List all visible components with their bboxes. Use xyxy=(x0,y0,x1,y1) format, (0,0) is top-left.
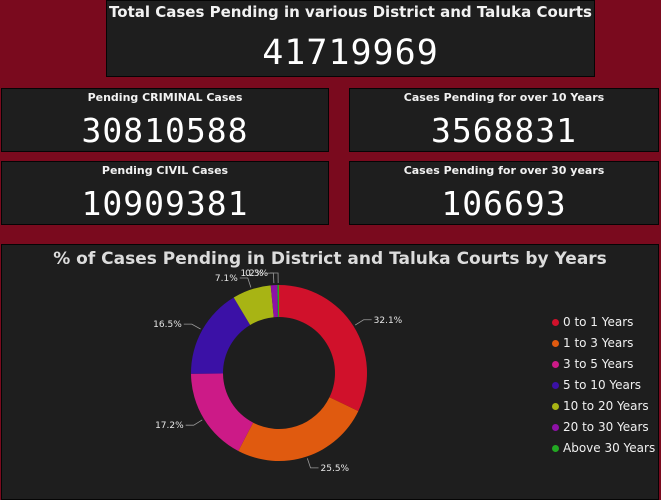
donut-slice-0[interactable] xyxy=(279,285,367,412)
slice-data-label-0: 32.1% xyxy=(374,316,403,326)
slice-data-label-3: 16.5% xyxy=(153,320,182,330)
slice-leader-line-3 xyxy=(183,323,201,330)
legend-label: 1 to 3 Years xyxy=(563,336,634,350)
legend-dot-icon xyxy=(552,382,559,389)
over-30-years-title: Cases Pending for over 30 years xyxy=(403,164,605,177)
over-30-years-value: 106693 xyxy=(441,184,567,223)
legend-dot-icon xyxy=(552,340,559,347)
legend-dot-icon xyxy=(552,361,559,368)
slice-leader-line-6 xyxy=(270,272,279,284)
slice-leader-line-1 xyxy=(306,458,319,469)
slice-data-label-4: 7.1% xyxy=(215,274,238,284)
civil-cases-title: Pending CIVIL Cases xyxy=(101,164,229,177)
donut-slice-5[interactable] xyxy=(270,285,278,318)
civil-cases-card: Pending CIVIL Cases 10909381 xyxy=(1,161,329,225)
total-pending-value: 41719969 xyxy=(262,33,439,73)
slice-leader-line-2 xyxy=(185,419,203,426)
criminal-cases-value: 30810588 xyxy=(81,111,249,150)
slice-data-label-6: 0.3% xyxy=(245,269,268,279)
donut-slice-6[interactable] xyxy=(277,285,279,318)
donut-slice-1[interactable] xyxy=(238,397,359,461)
years-donut-chart-card: % of Cases Pending in District and Taluk… xyxy=(1,244,659,500)
over-30-years-card: Cases Pending for over 30 years 106693 xyxy=(349,161,659,225)
legend-label: Above 30 Years xyxy=(563,441,656,455)
legend-dot-icon xyxy=(552,403,559,410)
slice-leader-line-0 xyxy=(354,319,372,326)
over-10-years-value: 3568831 xyxy=(430,111,578,150)
slice-data-label-5: 1.2% xyxy=(240,269,263,279)
legend-dot-icon xyxy=(552,319,559,326)
legend-label: 3 to 5 Years xyxy=(563,357,634,371)
legend-dot-icon xyxy=(552,424,559,431)
legend-label: 5 to 10 Years xyxy=(563,378,642,392)
legend-label: 20 to 30 Years xyxy=(563,420,649,434)
legend-dot-icon xyxy=(552,445,559,452)
criminal-cases-card: Pending CRIMINAL Cases 30810588 xyxy=(1,88,329,152)
total-pending-card: Total Cases Pending in various District … xyxy=(106,0,595,77)
donut-slice-4[interactable] xyxy=(233,285,274,325)
chart-title: % of Cases Pending in District and Taluk… xyxy=(53,249,607,269)
donut-slice-3[interactable] xyxy=(191,297,251,374)
legend-label: 0 to 1 Years xyxy=(563,315,634,329)
legend-label: 10 to 20 Years xyxy=(563,399,649,413)
donut-slice-2[interactable] xyxy=(191,373,254,452)
slice-leader-line-4 xyxy=(239,277,252,288)
civil-cases-value: 10909381 xyxy=(81,184,249,223)
criminal-cases-title: Pending CRIMINAL Cases xyxy=(87,91,243,104)
over-10-years-card: Cases Pending for over 10 Years 3568831 xyxy=(349,88,659,152)
slice-data-label-2: 17.2% xyxy=(155,421,184,431)
slice-data-label-1: 25.5% xyxy=(321,464,350,474)
total-pending-title: Total Cases Pending in various District … xyxy=(109,3,592,21)
over-10-years-title: Cases Pending for over 10 Years xyxy=(403,91,605,104)
donut-chart: 32.1% 25.5% 17.2% 16.5% 7.1% 1.2%0.3% xyxy=(153,269,403,474)
